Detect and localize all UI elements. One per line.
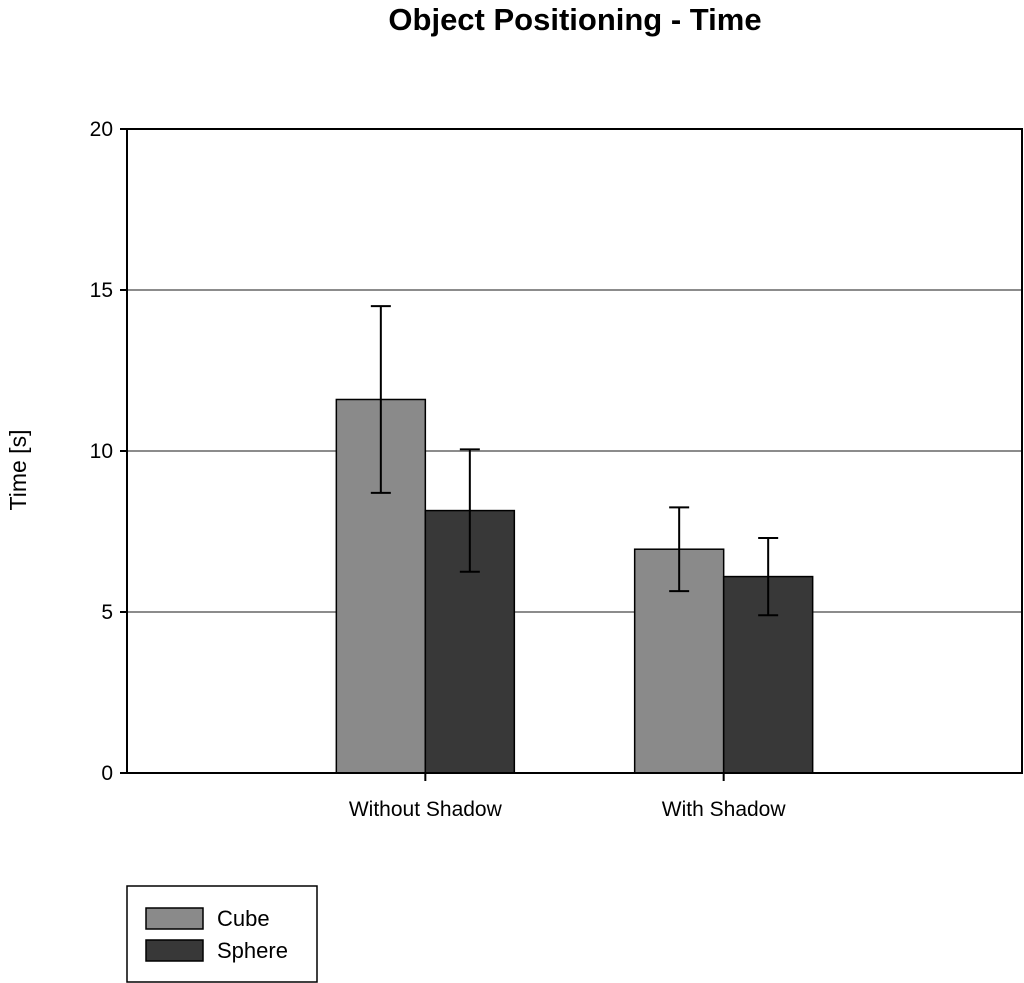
chart-title: Object Positioning - Time (388, 2, 761, 37)
legend-label-cube: Cube (217, 906, 270, 931)
y-tick-label: 10 (90, 440, 113, 463)
y-tick-label: 15 (90, 279, 113, 302)
y-tick-label: 20 (90, 118, 113, 141)
y-tick-label: 5 (101, 601, 113, 624)
legend-swatch-cube (145, 907, 204, 930)
gridlines (127, 289, 1022, 613)
y-axis-title: Time [s] (5, 430, 31, 511)
legend-label-sphere: Sphere (217, 938, 288, 963)
legend: Cube Sphere (126, 885, 318, 983)
axis-ticks: 0 5 10 15 20 Without Shadow With Shadow (90, 118, 787, 821)
legend-box (126, 885, 318, 983)
bars (335, 398, 814, 774)
y-tick-label: 0 (101, 762, 113, 785)
x-tick-label: Without Shadow (349, 798, 503, 821)
error-bars (370, 305, 779, 617)
x-tick-label: With Shadow (662, 798, 787, 821)
legend-swatch-sphere (145, 939, 204, 962)
